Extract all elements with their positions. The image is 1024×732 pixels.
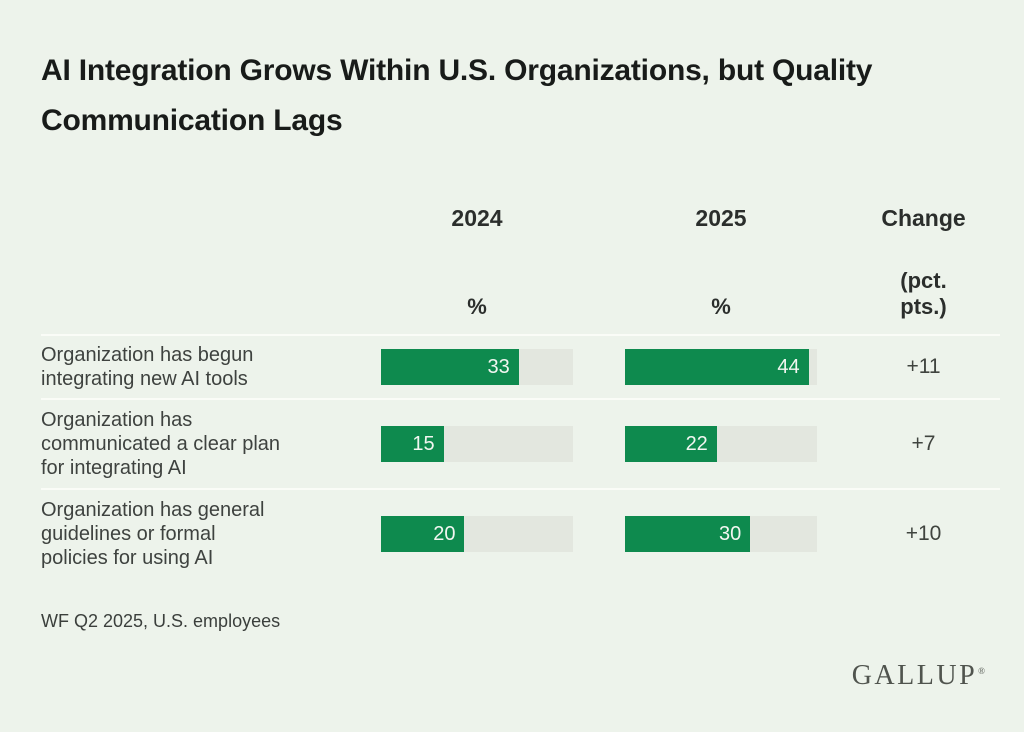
source-footnote: WF Q2 2025, U.S. employees xyxy=(41,611,281,631)
chart-table: 2024 % 2025 % Change (pct. pts.) Organiz… xyxy=(41,205,1000,578)
bar-fill-2025: 44 xyxy=(625,349,809,385)
bar-value-label: 30 xyxy=(718,522,742,545)
bar-fill-2024: 15 xyxy=(381,426,444,462)
year-2024-label: 2024 xyxy=(451,205,503,231)
bar-value-label: 22 xyxy=(685,432,708,455)
change-unit-label: (pct. pts.) xyxy=(900,268,947,319)
column-header-2025: 2025 % xyxy=(625,205,817,320)
percent-unit-2024: % xyxy=(467,294,487,319)
table-row: Organization has communicated a clear pl… xyxy=(41,398,1000,488)
gallup-wordmark: GALLUP xyxy=(851,660,978,691)
row-category-label: Organization has communicated a clear pl… xyxy=(41,409,281,479)
header-spacer xyxy=(41,205,381,320)
year-2025-label: 2025 xyxy=(695,205,747,231)
column-gap xyxy=(573,205,625,320)
bar-track-2024: 20 xyxy=(381,516,573,552)
column-header-2024: 2024 % xyxy=(381,205,573,320)
row-category-label: Organization has general guidelines or f… xyxy=(41,499,265,569)
bar-value-label: 20 xyxy=(433,522,456,545)
chart-title: AI Integration Grows Within U.S. Organiz… xyxy=(41,54,873,137)
change-value: +7 xyxy=(911,432,936,455)
bar-value-label: 44 xyxy=(777,355,800,378)
bar-fill-2024: 20 xyxy=(381,516,465,552)
change-value: +11 xyxy=(906,355,941,378)
gallup-logo: GALLUP® xyxy=(852,660,985,692)
table-row: Organization has begun integrating new A… xyxy=(41,334,1000,398)
bar-track-2024: 33 xyxy=(381,349,573,385)
bar-track-2024: 15 xyxy=(381,426,573,462)
bar-fill-2025: 22 xyxy=(625,426,717,462)
change-header-label: Change xyxy=(881,205,966,231)
bar-track-2025: 30 xyxy=(625,516,817,552)
table-header-row: 2024 % 2025 % Change (pct. pts.) xyxy=(41,205,1000,334)
column-header-change: Change (pct. pts.) xyxy=(817,205,1000,320)
change-value: +10 xyxy=(905,522,942,545)
row-category-label: Organization has begun integrating new A… xyxy=(41,344,254,390)
bar-fill-2025: 30 xyxy=(625,516,751,552)
bar-track-2025: 22 xyxy=(625,426,817,462)
bar-track-2025: 44 xyxy=(625,349,817,385)
table-row: Organization has general guidelines or f… xyxy=(41,488,1000,578)
bar-fill-2024: 33 xyxy=(381,349,519,385)
bar-value-label: 15 xyxy=(412,432,435,455)
bar-value-label: 33 xyxy=(487,355,510,378)
percent-unit-2025: % xyxy=(711,294,731,319)
registered-trademark-icon: ® xyxy=(978,665,985,676)
